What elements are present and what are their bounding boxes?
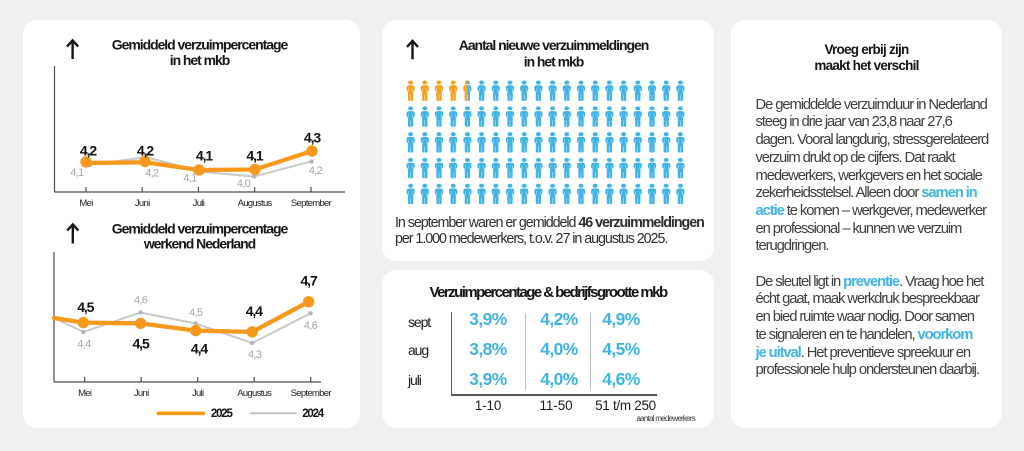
svg-text:4,6: 4,6 bbox=[304, 320, 318, 332]
svg-text:4,2: 4,2 bbox=[145, 168, 159, 180]
svg-text:4,7: 4,7 bbox=[301, 273, 318, 289]
svg-text:4,4: 4,4 bbox=[77, 339, 91, 351]
svg-text:Mei: Mei bbox=[79, 198, 93, 209]
svg-text:Juni: Juni bbox=[134, 388, 149, 399]
svg-text:4,4: 4,4 bbox=[191, 341, 208, 357]
svg-text:4,5: 4,5 bbox=[77, 299, 94, 315]
svg-text:Aantal nieuwe verzuimmeldingen: Aantal nieuwe verzuimmeldingen bbox=[459, 37, 649, 53]
svg-text:4,2: 4,2 bbox=[137, 143, 154, 159]
svg-text:4,1: 4,1 bbox=[183, 173, 197, 185]
svg-text:2025: 2025 bbox=[211, 408, 234, 420]
svg-text:September: September bbox=[291, 388, 332, 399]
svg-text:4,2: 4,2 bbox=[309, 165, 323, 177]
svg-text:in het mkb: in het mkb bbox=[524, 53, 584, 69]
svg-text:Mei: Mei bbox=[78, 388, 92, 399]
svg-text:4,1: 4,1 bbox=[70, 167, 84, 179]
svg-text:4,3: 4,3 bbox=[304, 130, 321, 146]
svg-text:Juli: Juli bbox=[193, 198, 205, 209]
svg-text:Augustus: Augustus bbox=[237, 388, 272, 399]
svg-text:September: September bbox=[291, 198, 332, 209]
svg-text:2024: 2024 bbox=[302, 408, 325, 420]
svg-text:4,3: 4,3 bbox=[248, 349, 262, 361]
svg-text:Gemiddeld verzuimpercentage: Gemiddeld verzuimpercentage bbox=[112, 37, 289, 53]
svg-text:4,6: 4,6 bbox=[134, 295, 148, 307]
svg-text:4,0: 4,0 bbox=[237, 178, 251, 190]
svg-text:Juli: Juli bbox=[192, 388, 204, 399]
svg-text:4,1: 4,1 bbox=[196, 148, 213, 164]
svg-text:4,1: 4,1 bbox=[246, 148, 263, 164]
svg-text:werkend Nederland: werkend Nederland bbox=[143, 236, 256, 252]
svg-text:4,5: 4,5 bbox=[189, 307, 203, 319]
svg-text:4,5: 4,5 bbox=[133, 336, 150, 352]
svg-text:Gemiddeld verzuimpercentage: Gemiddeld verzuimpercentage bbox=[112, 221, 289, 237]
svg-text:4,2: 4,2 bbox=[80, 143, 97, 159]
svg-text:in het mkb: in het mkb bbox=[170, 52, 230, 68]
svg-text:4,4: 4,4 bbox=[246, 303, 263, 319]
svg-text:Juni: Juni bbox=[135, 198, 150, 209]
svg-text:Augustus: Augustus bbox=[238, 198, 273, 209]
